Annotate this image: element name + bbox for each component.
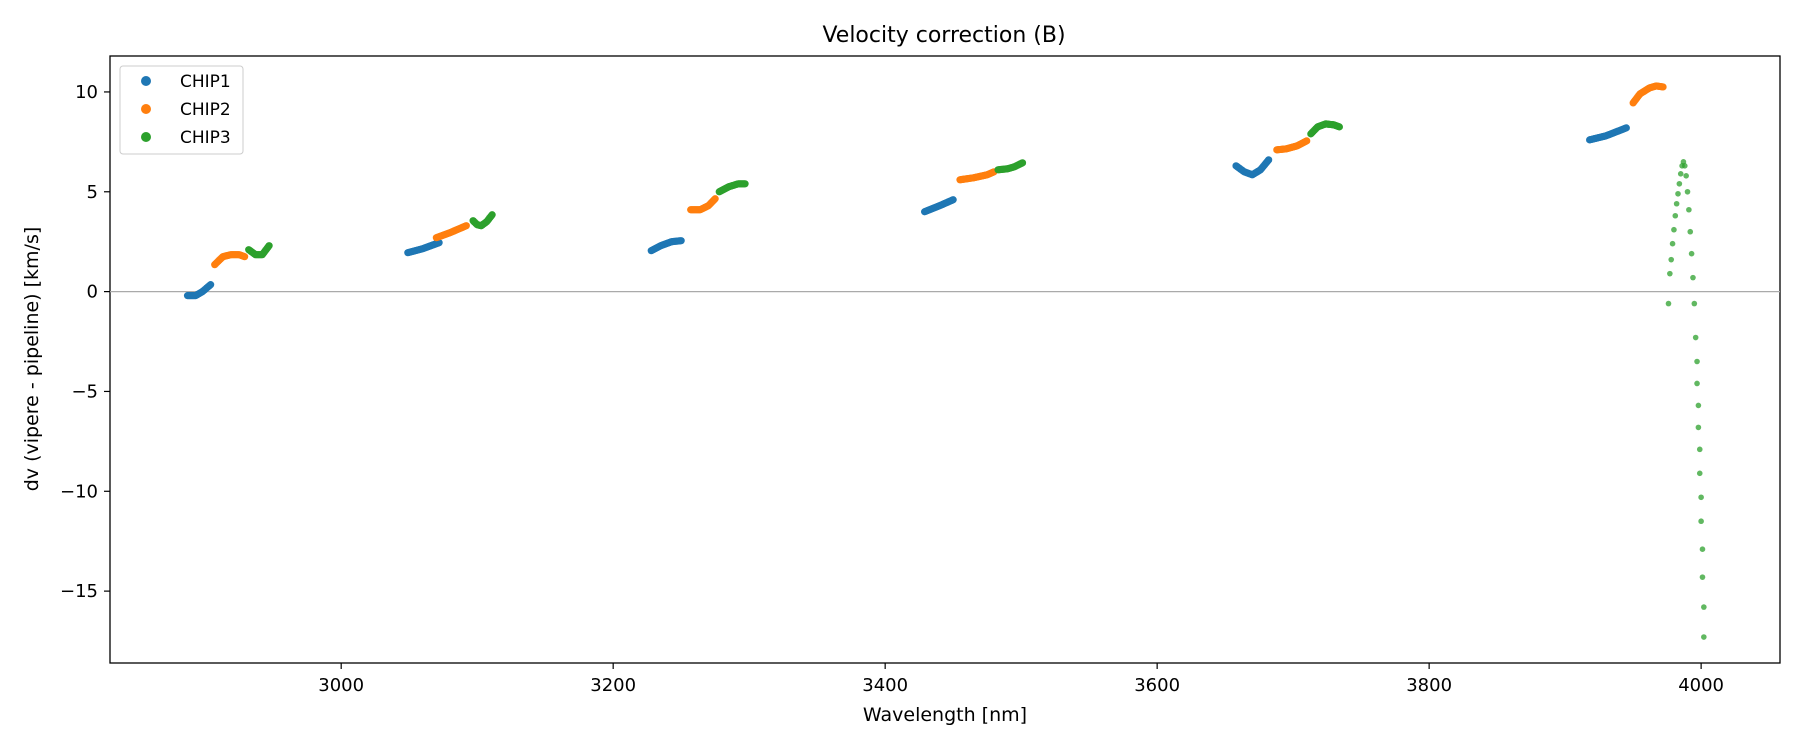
data-point: [1691, 300, 1698, 307]
x-tick-label: 3000: [318, 675, 364, 696]
data-point: [1659, 83, 1667, 91]
y-tick-label: 5: [87, 182, 98, 203]
legend-label-chip2: CHIP2: [180, 100, 231, 120]
data-point: [1675, 190, 1681, 197]
data-point: [1695, 424, 1702, 431]
series-chip3: [245, 120, 1707, 640]
data-point: [1669, 240, 1676, 247]
data-point: [1265, 156, 1273, 164]
legend-box: [119, 65, 244, 155]
data-point: [1668, 256, 1675, 263]
data-point: [241, 253, 249, 261]
x-tick-label: 4000: [1678, 675, 1724, 696]
y-tick-label: −10: [60, 481, 98, 502]
data-point: [1701, 634, 1707, 640]
data-point: [1683, 173, 1689, 179]
y-tick-label: 0: [87, 282, 98, 303]
data-point: [488, 211, 496, 219]
data-point: [265, 242, 273, 250]
plot-area-frame: [109, 55, 1781, 664]
data-point: [711, 195, 719, 203]
data-point: [1672, 212, 1679, 219]
x-tick-label: 3800: [1406, 675, 1452, 696]
data-point: [207, 281, 215, 289]
data-point: [1688, 250, 1695, 257]
legend-marker-chip3: [141, 132, 151, 142]
data-points: [183, 82, 1707, 640]
data-point: [1684, 188, 1691, 195]
data-point: [1335, 123, 1343, 131]
data-point: [1671, 226, 1677, 233]
data-point: [1694, 358, 1700, 365]
series-chip1: [183, 124, 1630, 300]
data-point: [677, 237, 685, 245]
y-tick-label: −15: [60, 581, 98, 602]
legend: CHIP1 CHIP2 CHIP3: [119, 65, 244, 155]
legend-marker-chip2: [141, 104, 151, 114]
data-point: [1677, 171, 1684, 177]
data-point: [1699, 546, 1706, 552]
data-point: [1699, 574, 1706, 580]
data-point: [1690, 274, 1696, 281]
chart-title: Velocity correction (B): [822, 23, 1065, 48]
y-tick-label: −5: [71, 381, 98, 402]
data-point: [1701, 604, 1707, 610]
y-tick-label: 10: [75, 82, 98, 103]
legend-marker-chip1: [141, 76, 151, 86]
y-axis-ticks: 10 5 0 −5 −10 −15: [60, 82, 110, 602]
data-point: [1673, 200, 1680, 207]
legend-label-chip3: CHIP3: [180, 128, 231, 148]
data-point: [462, 222, 470, 230]
data-point: [1667, 270, 1673, 277]
data-point: [1018, 159, 1027, 167]
data-point: [1698, 518, 1704, 525]
data-point: [1303, 137, 1311, 145]
y-axis-label: dv (vipere - pipeline) [km/s]: [21, 227, 43, 492]
data-point: [1686, 206, 1692, 213]
x-tick-label: 3400: [862, 675, 908, 696]
data-point: [1665, 300, 1672, 307]
data-point: [741, 180, 749, 188]
data-point: [1687, 228, 1694, 235]
x-tick-label: 3200: [590, 675, 636, 696]
data-point: [1695, 402, 1702, 409]
data-point: [949, 196, 957, 204]
series-chip2: [211, 82, 1667, 269]
data-point: [1622, 124, 1630, 132]
legend-label-chip1: CHIP1: [180, 72, 231, 92]
x-tick-label: 3600: [1134, 675, 1180, 696]
data-point: [1682, 163, 1688, 169]
data-point: [1692, 334, 1699, 341]
data-point: [1698, 494, 1704, 501]
data-point: [1694, 380, 1700, 387]
data-point: [1696, 446, 1703, 453]
x-axis-ticks: 3000 3200 3400 3600 3800 4000: [318, 663, 1724, 696]
data-point: [1696, 470, 1703, 477]
x-axis-label: Wavelength [nm]: [863, 704, 1027, 726]
data-point: [1676, 180, 1683, 187]
